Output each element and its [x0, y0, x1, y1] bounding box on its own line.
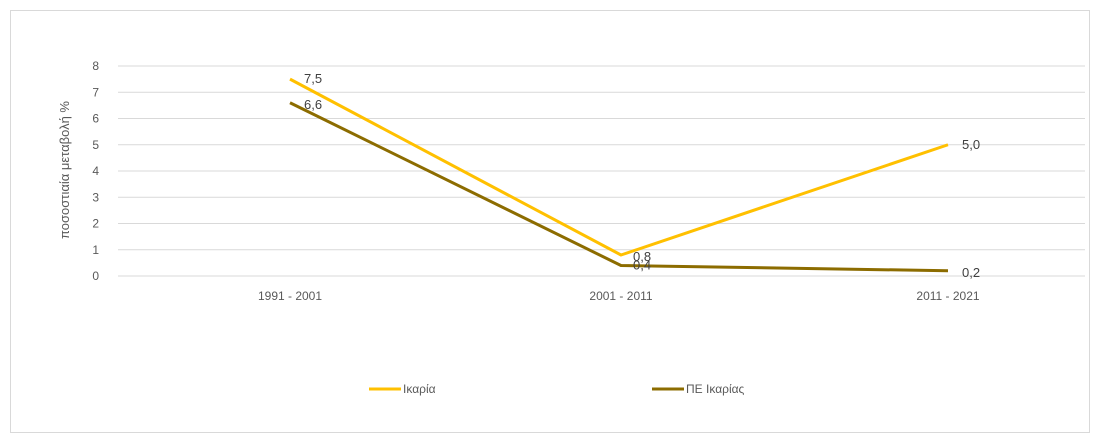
series-line-0 [289, 77, 949, 257]
y-tick-label: 1 [92, 243, 99, 257]
x-axis-ticks: 1991 - 2001 2001 - 2011 2011 - 2021 [258, 289, 980, 303]
chart-frame [10, 10, 1090, 433]
x-tick-label: 2001 - 2011 [589, 289, 652, 303]
data-label: 5,0 [962, 137, 980, 152]
data-label: 6,6 [304, 97, 322, 112]
y-tick-label: 7 [92, 85, 99, 99]
data-label: 7,5 [304, 71, 322, 86]
data-labels: 7,5 0,8 5,0 6,6 0,4 0,2 [304, 71, 980, 280]
series-line-1 [289, 101, 949, 273]
y-tick-label: 0 [92, 269, 99, 283]
x-tick-label: 1991 - 2001 [258, 289, 322, 303]
y-tick-label: 4 [92, 164, 99, 178]
y-axis-label: ποσοστιαία μεταβολή % [57, 101, 72, 239]
gridlines [118, 65, 1085, 277]
series-lines [289, 77, 949, 273]
legend-label: ΠΕ Ικαρίας [686, 382, 745, 396]
data-label: 0,2 [962, 265, 980, 280]
y-axis-ticks: 0 1 2 3 4 5 6 7 8 [92, 59, 99, 283]
legend-label: Ικαρία [403, 382, 436, 396]
y-tick-label: 8 [92, 59, 99, 73]
legend: Ικαρία ΠΕ Ικαρίας [369, 382, 745, 396]
y-tick-label: 3 [92, 190, 99, 204]
x-tick-label: 2011 - 2021 [916, 289, 979, 303]
y-tick-label: 6 [92, 112, 99, 126]
data-label: 0,4 [633, 258, 651, 273]
y-tick-label: 2 [92, 217, 99, 231]
y-tick-label: 5 [92, 138, 99, 152]
data-label: 0,8 [633, 249, 651, 264]
